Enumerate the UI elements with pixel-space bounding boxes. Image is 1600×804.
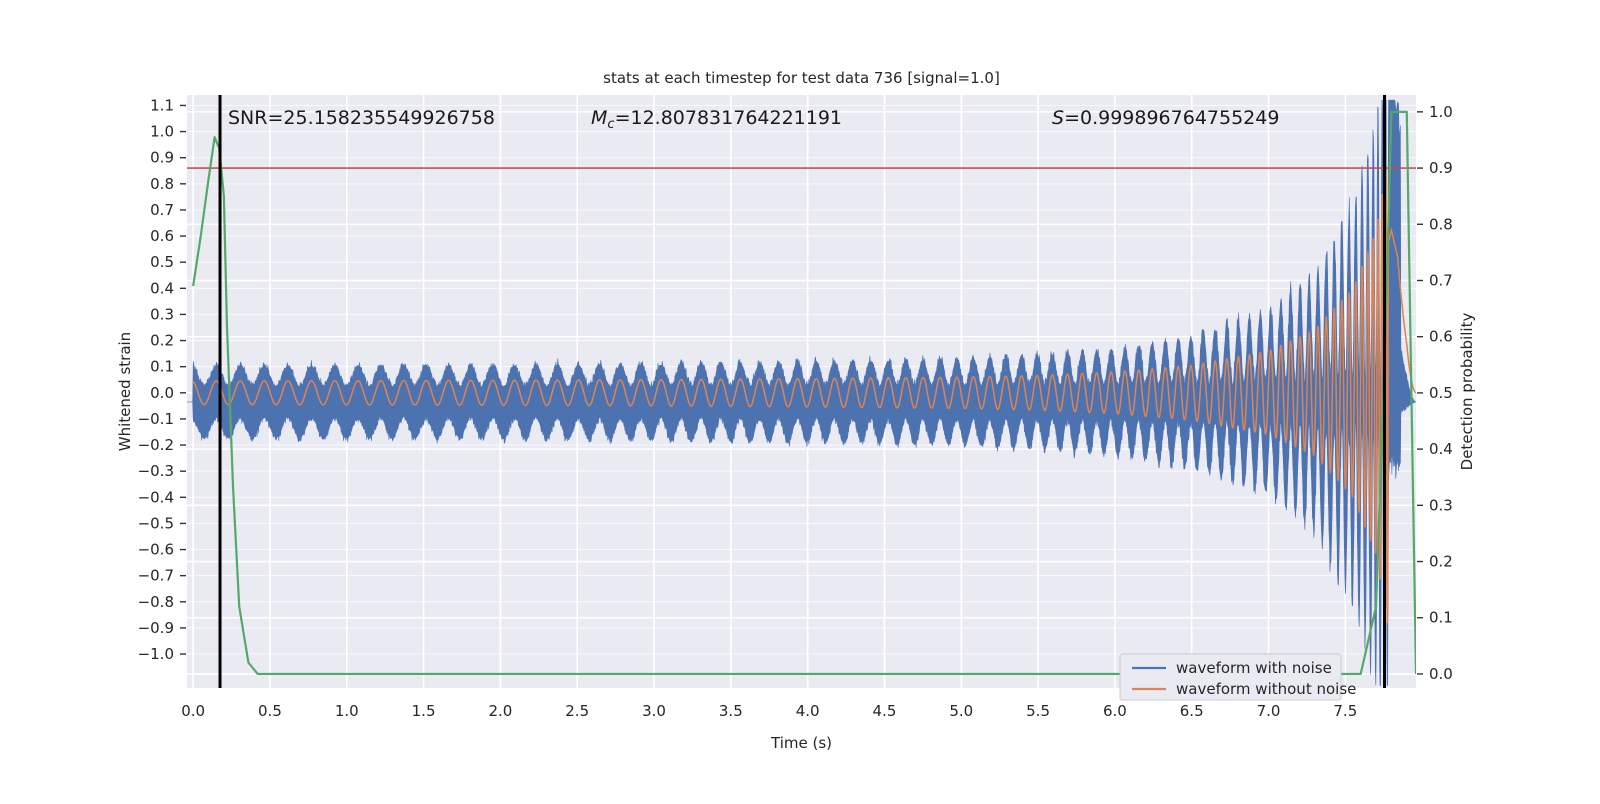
ytick-label-right: 0.8 bbox=[1429, 215, 1453, 233]
xtick-label: 1.0 bbox=[335, 702, 359, 720]
ytick-label-right: 0.5 bbox=[1429, 384, 1453, 402]
ytick-label-left: −0.9 bbox=[138, 619, 174, 637]
detection-probability-line bbox=[192, 110, 1416, 676]
ytick-label-right: 0.1 bbox=[1429, 609, 1453, 627]
ytick-label-left: −0.7 bbox=[138, 567, 174, 585]
xtick-label: 7.5 bbox=[1333, 702, 1357, 720]
ytick-label-left: 0.5 bbox=[150, 253, 174, 271]
ytick-label-right: 1.0 bbox=[1429, 103, 1453, 121]
plot-content bbox=[187, 95, 1416, 688]
ytick-label-left: 0.2 bbox=[150, 332, 174, 350]
clean-waveform-line bbox=[192, 171, 1416, 624]
legend-box bbox=[1119, 653, 1342, 701]
xtick-label: 2.0 bbox=[488, 702, 512, 720]
ytick-label-left: 1.0 bbox=[150, 123, 174, 141]
ytick-label-left: −1.0 bbox=[138, 645, 174, 663]
ytick-label-left: 1.1 bbox=[150, 96, 174, 114]
xtick-label: 5.0 bbox=[949, 702, 973, 720]
chirp-mass-annotation: Mc=12.807831764221191 bbox=[591, 107, 842, 132]
ytick-label-left: −0.5 bbox=[138, 514, 174, 532]
ytick-label-left: −0.8 bbox=[138, 593, 174, 611]
snr-annotation: SNR=25.158235549926758 bbox=[228, 107, 495, 129]
xtick-label: 2.5 bbox=[565, 702, 589, 720]
xtick-label: 0.0 bbox=[181, 702, 205, 720]
legend-label-1: waveform without noise bbox=[1176, 680, 1356, 698]
xtick-label: 1.5 bbox=[412, 702, 436, 720]
xtick-label: 5.5 bbox=[1026, 702, 1050, 720]
ytick-label-right: 0.0 bbox=[1429, 665, 1453, 683]
ytick-label-right: 0.6 bbox=[1429, 328, 1453, 346]
xtick-label: 6.5 bbox=[1180, 702, 1204, 720]
ytick-label-left: −0.4 bbox=[138, 488, 174, 506]
ytick-label-left: 0.1 bbox=[150, 358, 174, 376]
ytick-label-left: −0.2 bbox=[138, 436, 174, 454]
legend[interactable]: waveform with noise waveform without nois… bbox=[1119, 653, 1356, 701]
plot-title: stats at each timestep for test data 736… bbox=[603, 69, 1000, 87]
xtick-label: 6.0 bbox=[1103, 702, 1127, 720]
y-axis-label-right: Detection probability bbox=[1458, 313, 1476, 471]
x-axis-label: Time (s) bbox=[770, 734, 832, 752]
ytick-label-right: 0.2 bbox=[1429, 553, 1453, 571]
xtick-label: 7.0 bbox=[1257, 702, 1281, 720]
legend-label-0: waveform with noise bbox=[1176, 659, 1332, 677]
ytick-label-left: 0.3 bbox=[150, 305, 174, 323]
ytick-label-right: 0.3 bbox=[1429, 496, 1453, 514]
y-axis-label-left: Whitened strain bbox=[116, 332, 134, 451]
ytick-label-left: −0.3 bbox=[138, 462, 174, 480]
ytick-label-left: 0.0 bbox=[150, 384, 174, 402]
ytick-label-left: 0.4 bbox=[150, 279, 174, 297]
ytick-label-right: 0.7 bbox=[1429, 271, 1453, 289]
ytick-label-left: 0.8 bbox=[150, 175, 174, 193]
score-annotation: S=0.999896764755249 bbox=[1052, 107, 1279, 129]
ytick-label-right: 0.4 bbox=[1429, 440, 1453, 458]
series-waveform-without-noise bbox=[192, 171, 1416, 624]
ytick-label-left: −0.6 bbox=[138, 541, 174, 559]
ytick-label-left: 0.6 bbox=[150, 227, 174, 245]
statistics-annotations: SNR=25.158235549926758 Mc=12.807831764221… bbox=[228, 107, 1279, 132]
xtick-label: 4.5 bbox=[873, 702, 897, 720]
xtick-label: 0.5 bbox=[258, 702, 282, 720]
ytick-label-left: −0.1 bbox=[138, 410, 174, 428]
xtick-label: 3.0 bbox=[642, 702, 666, 720]
ytick-label-left: 0.7 bbox=[150, 201, 174, 219]
xtick-label: 3.5 bbox=[719, 702, 743, 720]
ytick-label-left: 0.9 bbox=[150, 149, 174, 167]
ytick-label-right: 0.9 bbox=[1429, 159, 1453, 177]
axis-ticks: 0.0 0.5 1.0 1.5 2.0 2.5 3.0 3.5 4.0 4.5 5.0 5.5 6.0 6… bbox=[138, 96, 1453, 720]
xtick-label: 4.0 bbox=[796, 702, 820, 720]
